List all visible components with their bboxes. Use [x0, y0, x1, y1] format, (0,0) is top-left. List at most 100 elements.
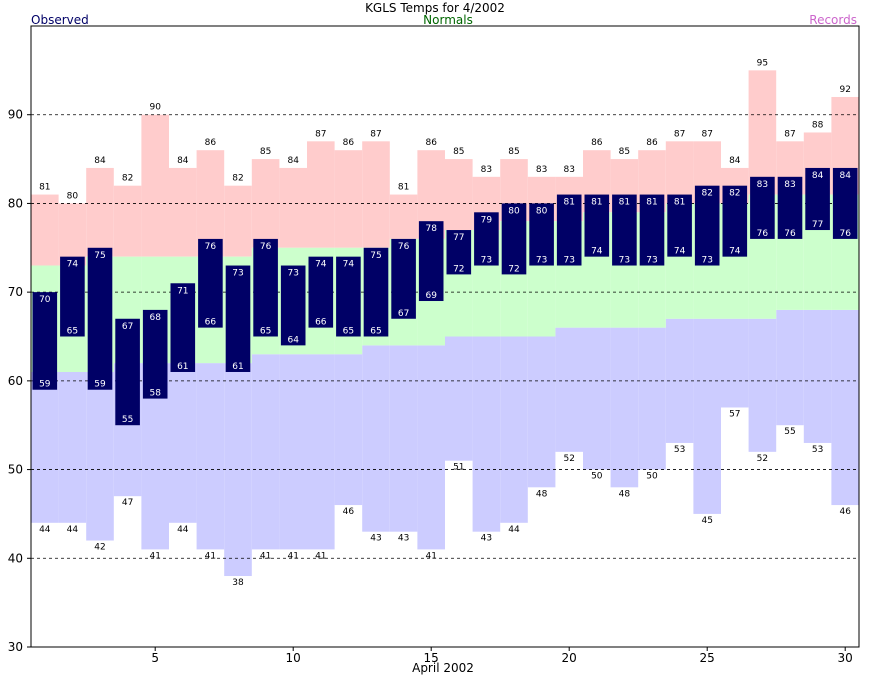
record-low-bar [527, 336, 556, 488]
record-high-label: 83 [536, 165, 547, 175]
observed-bar [391, 238, 416, 319]
observed-low-label: 73 [563, 256, 574, 266]
observed-high-label: 81 [646, 198, 657, 208]
record-low-label: 41 [149, 551, 160, 561]
record-high-label: 88 [812, 120, 824, 130]
observed-low-label: 65 [343, 327, 354, 337]
axes-layer: 30 40 50 60 70 80 90 5 10 15 20 25 30 [8, 25, 860, 665]
y-tick-label: 60 [8, 374, 23, 388]
observed-bar [777, 176, 803, 239]
observed-bar [750, 176, 775, 239]
observed-bar [115, 318, 140, 426]
record-high-bar [31, 194, 59, 266]
observed-high-label: 77 [453, 233, 464, 243]
observed-bar [253, 238, 278, 337]
observed-low-label: 73 [481, 256, 492, 266]
observed-bar [225, 265, 251, 372]
record-low-bar [389, 345, 418, 532]
x-tick-label: 10 [286, 651, 301, 665]
record-low-label: 41 [205, 551, 216, 561]
record-high-label: 86 [425, 138, 437, 148]
record-low-bar [86, 371, 114, 541]
record-low-bar [831, 309, 859, 506]
observed-low-label: 61 [232, 362, 243, 372]
record-high-label: 87 [701, 129, 712, 139]
observed-low-label: 64 [287, 335, 299, 345]
observed-high-label: 84 [812, 171, 824, 181]
observed-high-label: 74 [315, 260, 327, 270]
observed-bar [446, 230, 472, 275]
x-tick-label: 20 [562, 651, 577, 665]
record-high-label: 86 [343, 138, 355, 148]
observed-high-label: 67 [122, 322, 133, 332]
observed-low-label: 74 [674, 247, 686, 257]
observed-layer [32, 167, 858, 426]
observed-low-label: 73 [619, 256, 630, 266]
observed-bar [474, 212, 499, 266]
record-high-bar [445, 159, 473, 231]
record-high-label: 86 [205, 138, 217, 148]
y-tick-label: 40 [8, 551, 23, 565]
record-high-label: 82 [122, 174, 133, 184]
record-low-label: 41 [260, 551, 271, 561]
record-low-bar [748, 318, 777, 452]
observed-low-label: 73 [536, 256, 547, 266]
record-high-bar [86, 167, 114, 257]
observed-high-label: 74 [67, 260, 79, 270]
record-low-bar [307, 354, 335, 550]
observed-low-label: 67 [398, 309, 409, 319]
record-high-label: 85 [508, 147, 519, 157]
observed-high-label: 81 [674, 198, 685, 208]
grid-layer [31, 114, 859, 559]
observed-bar [142, 309, 168, 399]
record-high-bar [279, 167, 307, 248]
observed-low-label: 69 [425, 291, 437, 301]
observed-bar [501, 203, 527, 275]
record-low-bar [721, 318, 749, 408]
observed-low-label: 73 [646, 256, 657, 266]
observed-high-label: 84 [839, 171, 851, 181]
record-low-bar [417, 345, 445, 550]
observed-low-label: 77 [812, 220, 823, 230]
record-low-bar [31, 371, 59, 523]
y-tick-label: 80 [8, 196, 23, 210]
record-low-bar [334, 354, 363, 506]
observed-bar [308, 256, 334, 328]
observed-low-label: 76 [757, 229, 769, 239]
observed-high-label: 74 [343, 260, 355, 270]
record-low-label: 50 [646, 472, 658, 482]
record-high-label: 87 [315, 129, 326, 139]
observed-bar [87, 247, 113, 390]
observed-high-label: 70 [39, 295, 51, 305]
record-high-bar [665, 141, 694, 204]
record-low-label: 46 [839, 507, 851, 517]
record-low-label: 55 [784, 427, 795, 437]
record-low-label: 48 [619, 489, 631, 499]
record-low-bar [472, 336, 501, 532]
observed-bar [612, 194, 637, 266]
record-low-bar [583, 327, 611, 470]
record-high-label: 92 [839, 85, 850, 95]
record-high-bar [58, 203, 87, 266]
record-high-label: 80 [67, 191, 79, 201]
y-tick-label: 30 [8, 640, 23, 654]
record-high-label: 95 [757, 58, 768, 68]
record-high-label: 84 [287, 156, 299, 166]
observed-bar [805, 167, 830, 231]
record-low-bar [693, 318, 721, 514]
record-high-label: 85 [260, 147, 271, 157]
observed-bar [363, 247, 389, 337]
record-high-label: 85 [619, 147, 630, 157]
legend-records: Records [809, 13, 857, 27]
observed-low-label: 66 [205, 318, 217, 328]
record-high-label: 82 [232, 174, 243, 184]
record-low-label: 48 [536, 489, 548, 499]
record-high-label: 86 [591, 138, 603, 148]
record-high-label: 90 [149, 103, 161, 113]
record-high-label: 84 [177, 156, 189, 166]
observed-high-label: 75 [370, 251, 381, 261]
observed-low-label: 55 [122, 415, 133, 425]
observed-high-label: 80 [508, 206, 520, 216]
observed-bar [639, 194, 665, 266]
